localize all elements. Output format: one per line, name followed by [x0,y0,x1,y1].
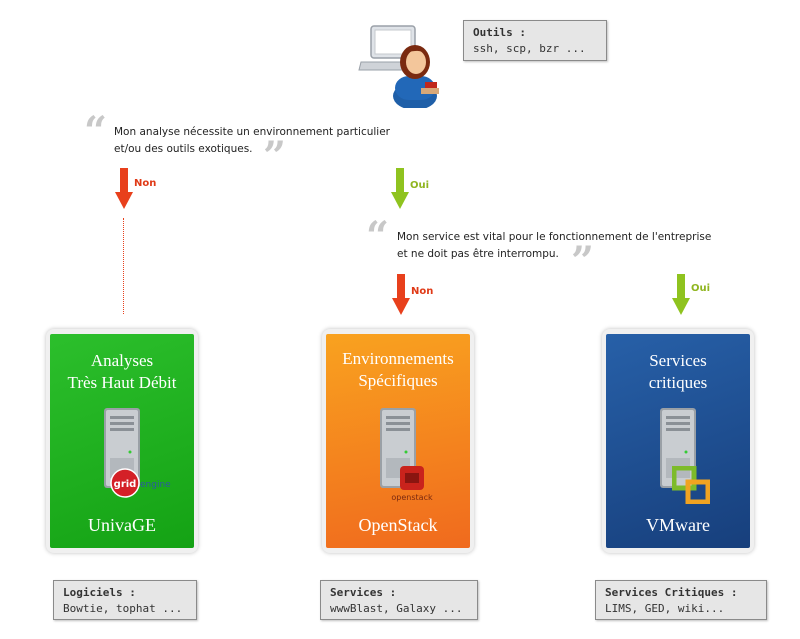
close-quote-icon: ” [571,238,595,285]
openstack-logo-icon: openstack [391,466,433,502]
no-arrow-icon [392,274,410,315]
services-note-text: wwwBlast, Galaxy ... [330,602,463,615]
card-title: Services critiques [648,351,708,392]
user-laptop-icon [358,25,439,108]
quote-analysis-line2: et/ou des outils exotiques. [114,143,253,155]
yes-label: Oui [410,180,430,191]
services-note: Services : wwwBlast, Galaxy ... [320,580,478,620]
yes-label: Oui [691,283,711,294]
critical-services-note-text: LIMS, GED, wiki... [605,602,725,615]
no-label: Non [411,286,434,297]
no-label: Non [134,178,157,189]
no-arrow-icon [115,168,133,209]
critical-services-note-title: Services Critiques : [605,586,738,599]
services-note-title: Services : [330,586,397,599]
gridengine-logo-icon: grid engine [110,468,171,498]
yes-arrow-icon [672,274,690,315]
close-quote-icon: ” [263,133,287,180]
logo-engine-text: engine [140,480,171,490]
dotted-connector [123,218,124,314]
quote-analysis-line1: Mon analyse nécessite un environnement p… [114,126,390,138]
yes-arrow-icon [391,168,409,209]
card-title: Analyses Très Haut Débit [67,351,177,392]
card-footer: OpenStack [358,515,438,535]
card-vmware-panel: Services critiques VMware [606,334,750,548]
card-footer: UnivaGE [88,515,156,535]
quote-analysis: Mon analyse nécessite un environnement p… [114,124,390,158]
quote-service: Mon service est vital pour le fonctionne… [397,229,711,263]
vmware-logo-icon [672,466,710,504]
quote-service-line2: et ne doit pas être interrompu. [397,248,559,260]
tools-note-title: Outils : [473,26,526,39]
card-openstack: Environnements Spécifiques openstack Ope… [322,329,474,553]
tools-note: Outils : ssh, scp, bzr ... [463,20,607,61]
open-quote-icon: “ [84,108,108,155]
software-note-title: Logiciels : [63,586,136,599]
card-footer: VMware [646,515,710,535]
software-note: Logiciels : Bowtie, tophat ... [53,580,197,620]
logo-grid-text: grid [114,479,137,490]
critical-services-note: Services Critiques : LIMS, GED, wiki... [595,580,767,620]
card-title: Environnements Spécifiques [342,349,454,390]
software-note-text: Bowtie, tophat ... [63,602,183,615]
card-vmware: Services critiques VMware [602,329,754,553]
quote-service-line1: Mon service est vital pour le fonctionne… [397,231,712,243]
card-univage-panel: Analyses Très Haut Débit grid engine Uni… [50,334,194,548]
card-openstack-panel: Environnements Spécifiques openstack Ope… [326,334,470,548]
tools-note-text: ssh, scp, bzr ... [473,42,586,55]
logo-openstack-text: openstack [391,493,433,502]
card-univage: Analyses Très Haut Débit grid engine Uni… [46,329,198,553]
open-quote-icon: “ [366,213,390,260]
